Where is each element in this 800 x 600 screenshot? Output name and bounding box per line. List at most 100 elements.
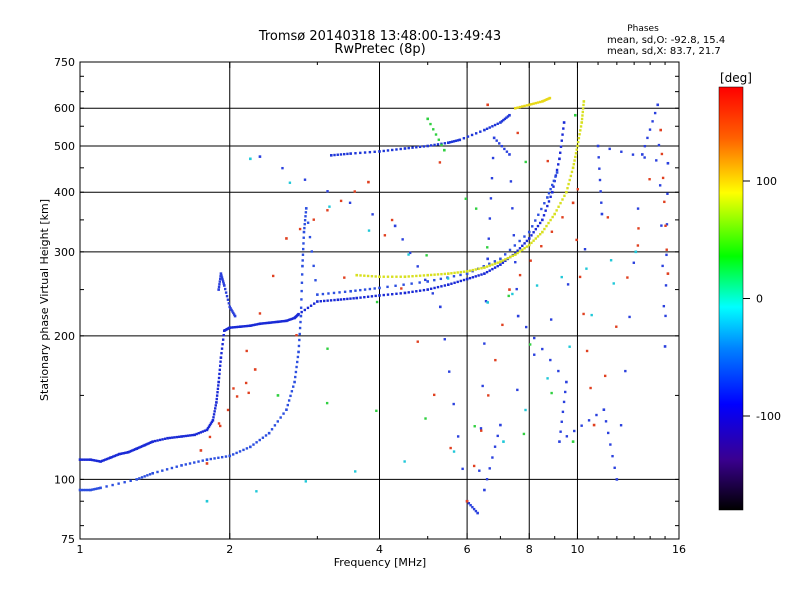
data-point [213, 410, 216, 413]
data-point [534, 219, 537, 222]
data-point [403, 147, 407, 150]
data-point [285, 237, 288, 240]
data-point [511, 292, 514, 296]
data-point [470, 133, 474, 137]
data-point [288, 181, 292, 184]
data-point [407, 146, 410, 150]
data-point [118, 452, 121, 456]
data-point [249, 157, 252, 161]
data-point [469, 503, 472, 507]
data-point [493, 123, 497, 127]
data-point [85, 488, 89, 492]
data-point [261, 322, 265, 325]
data-point [139, 445, 142, 449]
data-point [354, 152, 357, 155]
data-point [132, 448, 136, 452]
data-point [572, 162, 576, 166]
data-point [299, 306, 303, 309]
data-point [382, 275, 385, 278]
data-point [581, 107, 585, 110]
data-point [326, 209, 329, 212]
y-tick-label: 75 [61, 533, 75, 546]
data-point [509, 255, 512, 259]
data-point [636, 207, 640, 210]
data-point [142, 444, 145, 447]
data-point [319, 300, 322, 303]
data-point [565, 190, 568, 194]
data-point [309, 304, 313, 307]
data-point [281, 166, 284, 170]
data-point [571, 201, 575, 205]
data-point [490, 176, 494, 180]
data-point [598, 167, 601, 170]
data-point [580, 121, 584, 124]
data-point [249, 445, 252, 449]
data-point [161, 469, 164, 472]
data-point [411, 290, 414, 294]
data-point [249, 324, 252, 328]
data-point [302, 230, 306, 234]
data-point [565, 380, 568, 384]
data-point [218, 283, 221, 286]
data-point [271, 274, 275, 278]
data-point [280, 320, 284, 323]
data-point [508, 113, 511, 117]
data-point [267, 321, 271, 325]
data-point [273, 320, 277, 324]
data-point [89, 488, 92, 492]
data-point [491, 456, 494, 459]
data-point [418, 274, 422, 277]
data-point [267, 431, 271, 435]
data-point [559, 145, 563, 148]
data-point [300, 289, 303, 293]
data-point [242, 448, 245, 452]
data-point [666, 272, 670, 275]
data-point [466, 135, 470, 138]
data-point [464, 197, 467, 200]
data-point [161, 438, 164, 441]
data-point [257, 322, 260, 326]
data-point [488, 262, 491, 265]
data-point [436, 285, 440, 289]
data-point [168, 436, 172, 440]
data-point [371, 213, 374, 216]
data-point [499, 121, 502, 124]
data-point [632, 261, 636, 264]
data-point [80, 488, 83, 492]
data-point [600, 212, 604, 216]
data-point [547, 192, 551, 195]
data-point [217, 384, 220, 387]
data-point [462, 270, 466, 273]
data-point [488, 126, 491, 129]
data-point [485, 127, 489, 130]
data-point [528, 343, 532, 346]
data-point [566, 186, 569, 190]
data-point [348, 201, 352, 204]
data-point [609, 259, 613, 262]
data-point [289, 394, 292, 398]
data-point [516, 388, 519, 392]
data-point [370, 295, 374, 298]
data-point [538, 221, 542, 225]
data-point [304, 215, 307, 218]
data-point [146, 442, 149, 446]
data-point [471, 268, 475, 272]
data-point [540, 207, 543, 211]
data-point [199, 449, 203, 452]
data-point [549, 318, 553, 321]
data-point [450, 140, 454, 143]
data-point [415, 146, 418, 149]
data-point [408, 251, 412, 255]
data-point [542, 99, 545, 103]
data-point [224, 455, 228, 458]
data-point [215, 394, 219, 397]
data-point [664, 284, 668, 287]
data-point [429, 287, 433, 290]
data-point [184, 463, 187, 466]
data-point [99, 460, 102, 463]
data-point [94, 487, 97, 491]
data-point [575, 148, 578, 151]
data-point [461, 467, 464, 471]
data-point [498, 142, 501, 145]
data-point [282, 412, 285, 415]
